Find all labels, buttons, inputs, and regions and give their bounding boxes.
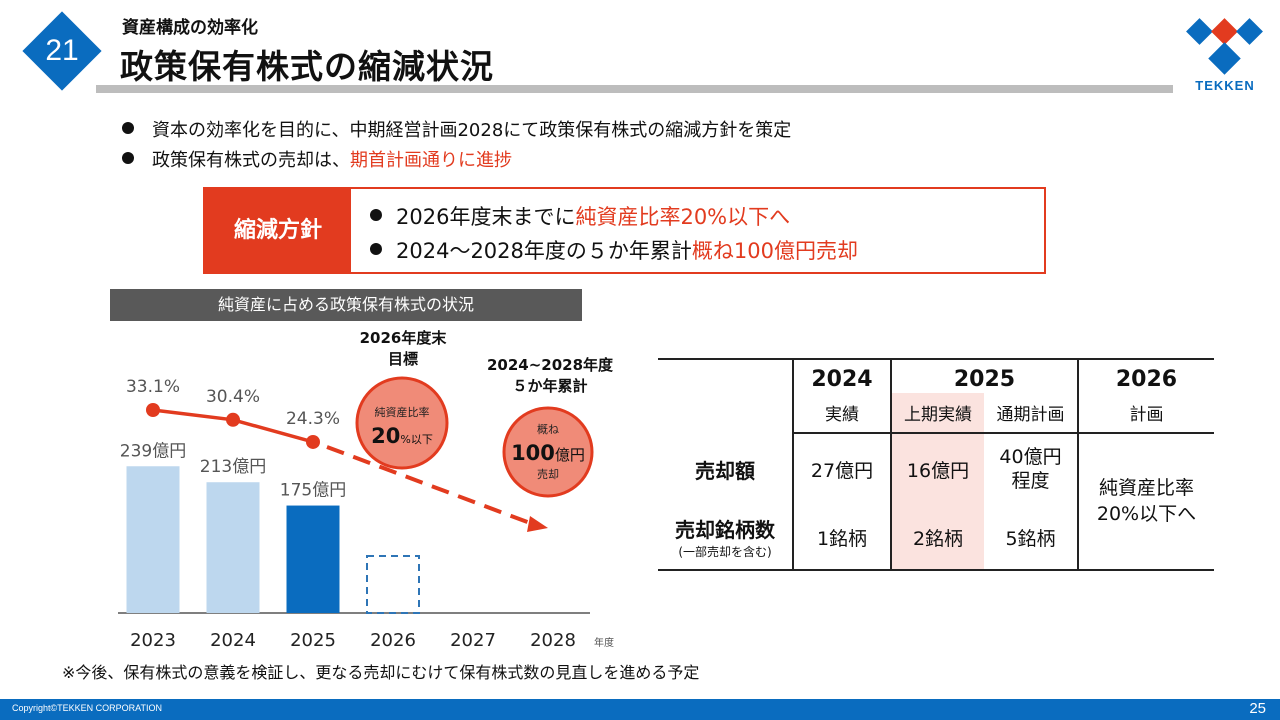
table-cell: 40億円 程度 xyxy=(984,433,1078,505)
trend-arrow-line xyxy=(326,445,531,525)
table-cell: 16億円 xyxy=(890,433,984,505)
table-row: 売却銘柄数 (一部売却を含む) 1銘柄 2銘柄 5銘柄 xyxy=(658,505,1214,571)
subheader-h1-actual: 上期実績 xyxy=(890,393,984,434)
subheader-actual: 実績 xyxy=(792,393,891,434)
sales-table: 2024 2025 2026 実績 上期実績 通期計画 計画 売却額 27億円 … xyxy=(658,358,1214,571)
bullet-dot-icon xyxy=(122,122,134,134)
table-cell: 27億円 xyxy=(792,433,891,505)
bullet-dot-icon xyxy=(122,152,134,164)
title-underline xyxy=(96,85,1173,93)
section-badge: 21 xyxy=(22,11,102,91)
row-label-text: 売却銘柄数 xyxy=(675,518,775,542)
x-tick-label: 2023 xyxy=(130,630,176,651)
target-circle-value: 20%以下 xyxy=(371,424,433,448)
row-label-note: (一部売却を含む) xyxy=(678,545,772,559)
col-year-2025: 2025 xyxy=(890,358,1078,393)
logo-diamond-bottom xyxy=(1208,42,1241,75)
bullet-dot-icon xyxy=(370,209,382,221)
x-tick-label: 2024 xyxy=(210,630,256,651)
cell-line: 20%以下へ xyxy=(1096,502,1197,525)
page-number: 25 xyxy=(1249,700,1266,717)
ratio-point-2024 xyxy=(226,412,240,427)
bar-value-label: 175億円 xyxy=(280,481,346,501)
policy-line: 2024～2028年度の５か年累計概ね100億円売却 xyxy=(370,235,858,265)
x-tick-label: 2026 xyxy=(370,630,416,651)
target-circle-label: 純資産比率 xyxy=(375,405,430,419)
policy-text: 2026年度末までに xyxy=(396,205,576,229)
ratio-value-label: 33.1% xyxy=(126,377,180,397)
row-label: 売却額 xyxy=(695,458,755,483)
bar-value-label: 213億円 xyxy=(200,457,266,477)
copyright: Copyright©TEKKEN CORPORATION xyxy=(12,703,162,713)
policy-line: 2026年度末までに純資産比率20%以下へ xyxy=(370,201,790,231)
annotation-heading: 目標 xyxy=(388,350,418,368)
x-tick-label: 2027 xyxy=(450,630,496,651)
page-title: 政策保有株式の縮減状況 xyxy=(120,47,494,86)
bullet-text: 政策保有株式の売却は、 xyxy=(152,150,350,171)
bar-2025 xyxy=(286,505,340,613)
col-year-2024: 2024 xyxy=(792,358,891,393)
cumulative-circle-value: 100億円 xyxy=(511,441,585,465)
logo-text: TEKKEN xyxy=(1195,78,1255,93)
policy-highlight: 純資産比率20%以下へ xyxy=(575,205,791,229)
policy-label: 縮減方針 xyxy=(205,189,351,272)
table-cell: 5銘柄 xyxy=(984,505,1078,571)
table-cell: 2銘柄 xyxy=(890,505,984,571)
cumulative-circle-label: 概ね xyxy=(537,423,559,436)
annotation-heading: 2026年度末 xyxy=(360,329,448,347)
subheader-plan: 計画 xyxy=(1077,393,1214,434)
cell-line: 純資産比率 xyxy=(1098,476,1194,499)
bullet-highlight: 期首計画通りに進捗 xyxy=(350,150,512,171)
x-unit-label: 年度 xyxy=(594,636,614,649)
bar-2023 xyxy=(126,466,180,613)
placeholder-bar-2026 xyxy=(366,555,420,614)
logo-diamond-right xyxy=(1236,18,1263,45)
ratio-value-label: 30.4% xyxy=(206,387,260,407)
table-corner xyxy=(658,358,793,433)
col-year-2026: 2026 xyxy=(1077,358,1214,393)
footnote: ※今後、保有株式の意義を検証し、更なる売却にむけて保有株式数の見直しを進める予定 xyxy=(62,663,700,682)
table-cell: 1銘柄 xyxy=(792,505,891,571)
bullet-dot-icon xyxy=(370,243,382,255)
bullet-text: 資本の効率化を目的に、中期経営計画2028にて政策保有株式の縮減方針を策定 xyxy=(152,120,792,141)
annotation-heading: ５か年累計 xyxy=(512,377,587,395)
cell-line: 40億円 xyxy=(999,445,1062,468)
bullet-item: 政策保有株式の売却は、期首計画通りに進捗 xyxy=(122,146,512,172)
plan-2026-cell: 純資産比率 20%以下へ xyxy=(1077,433,1214,571)
bar-2024 xyxy=(206,482,260,613)
policy-highlight: 概ね100億円売却 xyxy=(691,239,858,263)
chart-header: 純資産に占める政策保有株式の状況 xyxy=(110,289,582,321)
trend-arrow-head-icon xyxy=(527,516,548,532)
holdings-chart: 2023 239億円 2024 213億円 2025 175億円 2026 2027 2028 年… xyxy=(118,329,614,651)
ratio-point-2025 xyxy=(306,434,320,449)
ratio-point-2023 xyxy=(146,403,160,417)
company-logo: TEKKEN xyxy=(1180,10,1270,95)
logo-diamond-left xyxy=(1186,18,1213,45)
policy-text: 2024～2028年度の５か年累計 xyxy=(396,239,692,263)
annotation-heading: 2024~2028年度 xyxy=(487,356,614,374)
footer-bar: Copyright©TEKKEN CORPORATION 25 xyxy=(0,699,1280,720)
table-row: 売却額 27億円 16億円 40億円 程度 純資産比率 20%以下へ xyxy=(658,433,1214,571)
target-circle xyxy=(355,376,449,470)
page-subtitle: 資産構成の効率化 xyxy=(122,18,258,38)
logo-diamond-center xyxy=(1211,18,1238,45)
subheader-full-year-plan: 通期計画 xyxy=(984,393,1078,434)
x-tick-label: 2025 xyxy=(290,630,336,651)
policy-box: 縮減方針 2026年度末までに純資産比率20%以下へ 2024～2028年度の５… xyxy=(203,187,1046,274)
cell-line: 程度 xyxy=(1011,469,1050,492)
bullet-item: 資本の効率化を目的に、中期経営計画2028にて政策保有株式の縮減方針を策定 xyxy=(122,116,791,142)
cumulative-circle xyxy=(502,406,594,498)
x-tick-label: 2028 xyxy=(530,630,576,651)
bar-value-label: 239億円 xyxy=(120,441,186,461)
cumulative-circle-label: 売却 xyxy=(537,468,559,481)
ratio-value-label: 24.3% xyxy=(286,409,340,429)
section-number: 21 xyxy=(45,34,79,67)
row-label: 売却銘柄数 (一部売却を含む) xyxy=(658,505,793,571)
